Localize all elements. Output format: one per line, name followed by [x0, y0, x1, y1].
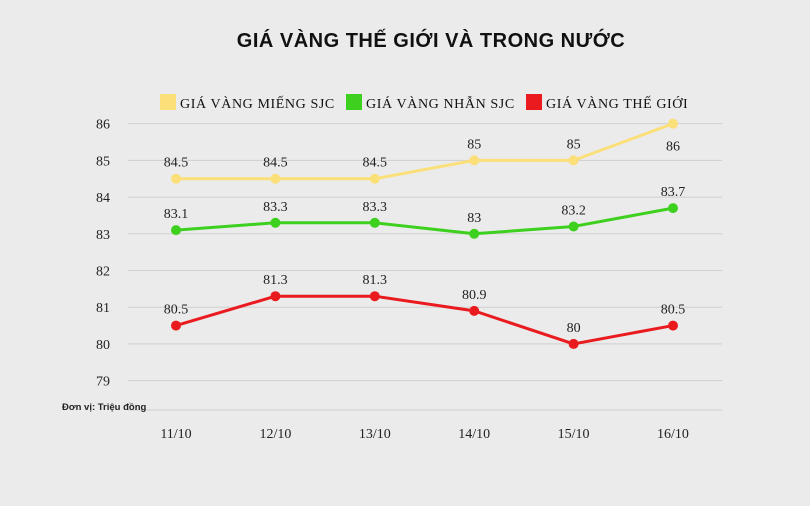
data-label: 80.5	[164, 303, 189, 318]
y-tick-label: 79	[96, 375, 110, 390]
y-tick-label: 85	[96, 154, 110, 169]
x-tick-label: 11/10	[160, 427, 191, 442]
data-label: 84.5	[263, 156, 288, 171]
data-point	[369, 173, 380, 184]
data-label: 80	[567, 321, 581, 336]
data-point	[171, 225, 181, 236]
series-line	[175, 294, 674, 346]
x-tick-label: 13/10	[359, 427, 391, 442]
data-label: 83.2	[561, 203, 586, 218]
legend-label: GIÁ VÀNG THẾ GIỚI	[546, 95, 688, 112]
legend-swatch	[526, 94, 542, 110]
data-label: 80.9	[462, 288, 487, 303]
data-point	[469, 228, 480, 239]
data-label: 85	[567, 137, 581, 152]
y-tick-label: 82	[96, 265, 110, 280]
data-label: 81.3	[263, 273, 288, 288]
y-tick-label: 86	[96, 118, 110, 133]
data-point	[668, 203, 678, 214]
y-tick-label: 81	[96, 301, 110, 316]
data-label: 80.5	[661, 303, 686, 318]
x-tick-label: 15/10	[558, 427, 590, 442]
data-label: 84.5	[164, 156, 189, 171]
y-tick-label: 80	[96, 338, 110, 353]
legend-swatch	[346, 94, 362, 110]
data-label: 83	[467, 211, 481, 226]
data-point	[369, 217, 380, 228]
y-tick-label: 84	[96, 191, 110, 206]
data-point	[568, 338, 579, 349]
data-point	[171, 173, 181, 184]
data-label: 84.5	[363, 156, 388, 171]
unit-note: Đơn vị: Triệu đồng	[62, 402, 147, 413]
series-line	[175, 206, 674, 236]
data-label: 83.7	[661, 185, 686, 200]
data-point	[270, 291, 281, 302]
data-point	[369, 291, 380, 302]
legend-label: GIÁ VÀNG MIẾNG SJC	[180, 95, 335, 112]
data-point	[469, 305, 480, 316]
data-point	[171, 320, 181, 331]
data-label: 86	[666, 140, 680, 155]
data-point	[668, 320, 678, 331]
x-tick-label: 12/10	[259, 427, 291, 442]
data-label: 83.3	[263, 200, 288, 215]
data-label: 83.1	[164, 207, 189, 222]
data-label: 81.3	[363, 273, 388, 288]
legend-label: GIÁ VÀNG NHẪN SJC	[366, 94, 515, 112]
series-line	[176, 122, 674, 181]
data-point	[568, 221, 579, 232]
x-tick-label: 14/10	[458, 427, 490, 442]
data-point	[568, 155, 579, 166]
data-label: 83.3	[363, 200, 388, 215]
data-point	[668, 118, 678, 129]
data-point	[270, 217, 281, 228]
y-tick-label: 83	[96, 228, 110, 243]
data-point	[469, 155, 480, 166]
data-label: 85	[467, 137, 481, 152]
x-tick-label: 16/10	[657, 427, 689, 442]
chart-title: GIÁ VÀNG THẾ GIỚI VÀ TRONG NƯỚC	[236, 30, 626, 52]
legend-swatch	[160, 94, 176, 110]
data-point	[270, 173, 281, 184]
